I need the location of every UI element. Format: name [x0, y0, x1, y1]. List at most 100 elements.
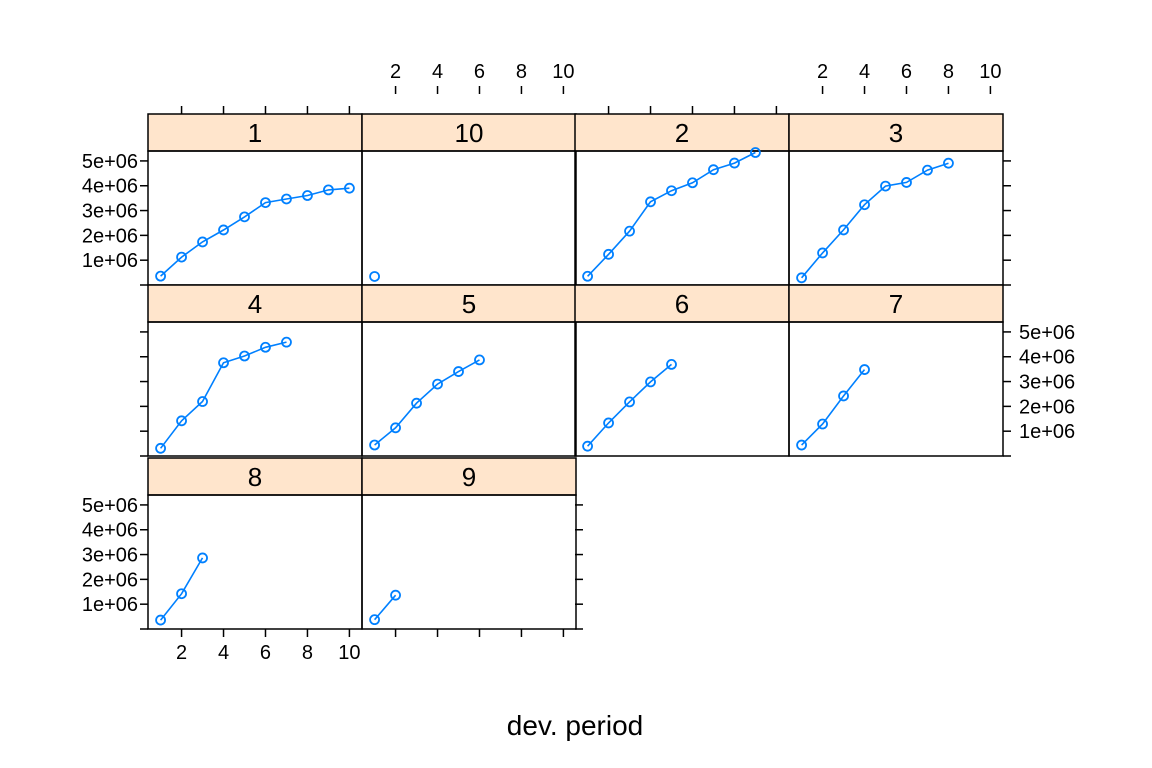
- x-tick-label: 10: [338, 642, 360, 664]
- data-point-4-5: [239, 350, 250, 362]
- y-tick-label: 5e+06: [1019, 322, 1075, 344]
- panel-box-2: [574, 150, 790, 286]
- x-tick-label: 8: [516, 61, 527, 83]
- y-tick-label: 4e+06: [82, 176, 138, 198]
- data-point-6-5: [666, 358, 677, 370]
- x-tick-label: 2: [390, 61, 401, 83]
- data-point-2-4: [645, 196, 656, 208]
- data-point-5-6: [474, 354, 485, 366]
- data-point-5-5: [453, 366, 464, 377]
- x-tick-label: 10: [552, 61, 574, 83]
- x-tick-label: 4: [859, 61, 870, 83]
- panel-6: 6: [574, 284, 790, 457]
- y-tick-label: 5e+06: [82, 151, 138, 173]
- data-point-2-9: [750, 147, 761, 158]
- data-point-3-3: [838, 224, 849, 236]
- panel-1: 1: [147, 113, 363, 286]
- data-point-5-2: [390, 422, 401, 434]
- strip-label-5: 5: [462, 289, 476, 319]
- strip-3: [788, 113, 1004, 152]
- data-point-7-2: [817, 418, 828, 430]
- data-point-8-2: [176, 588, 187, 600]
- data-point-2-2: [603, 248, 614, 260]
- data-point-5-3: [411, 397, 422, 409]
- x-tick-label: 8: [943, 61, 954, 83]
- data-point-3-1: [796, 272, 807, 284]
- x-axis-title: dev. period: [507, 710, 643, 741]
- data-point-1-4: [218, 224, 229, 236]
- x-tick-label: 2: [817, 61, 828, 83]
- data-point-1-3: [197, 236, 208, 248]
- data-point-4-2: [176, 415, 187, 427]
- x-tick-label: 6: [901, 61, 912, 83]
- data-point-7-4: [859, 364, 870, 375]
- strip-4: [147, 284, 363, 323]
- data-point-6-4: [645, 376, 656, 388]
- data-point-5-1: [369, 439, 380, 451]
- y-tick-label: 2e+06: [82, 225, 138, 247]
- strip-label-8: 8: [248, 462, 262, 492]
- data-point-1-1: [155, 270, 166, 282]
- data-point-1-10: [344, 182, 355, 194]
- x-tick-label: 8: [302, 642, 313, 664]
- x-tick-label: 4: [432, 61, 443, 83]
- strip-label-7: 7: [889, 289, 903, 319]
- panel-10: 10: [361, 113, 577, 286]
- panel-8: 8: [147, 457, 363, 630]
- data-point-7-1: [796, 439, 807, 451]
- strip-label-3: 3: [889, 118, 903, 148]
- data-point-1-2: [176, 251, 187, 263]
- panel-4: 4: [147, 284, 363, 457]
- strip-label-9: 9: [462, 462, 476, 492]
- panel-box-1: [147, 150, 363, 286]
- y-tick-label: 3e+06: [1019, 372, 1075, 394]
- panel-3: 3: [788, 113, 1004, 286]
- data-point-3-5: [880, 180, 891, 192]
- y-tick-label: 1e+06: [1019, 421, 1075, 443]
- panel-box-3: [788, 150, 1004, 286]
- data-point-1-8: [302, 190, 313, 201]
- strip-1: [147, 113, 363, 152]
- strip-label-1: 1: [248, 118, 262, 148]
- y-tick-label: 1e+06: [82, 250, 138, 272]
- y-tick-label: 2e+06: [82, 569, 138, 591]
- y-tick-label: 3e+06: [82, 545, 138, 567]
- series-line-7: [801, 369, 866, 446]
- data-point-1-9: [323, 184, 334, 196]
- x-tick-label: 6: [474, 61, 485, 83]
- data-point-9-1: [369, 614, 380, 626]
- series-line-6: [587, 363, 673, 447]
- data-point-2-6: [687, 177, 698, 189]
- data-point-1-5: [239, 211, 250, 223]
- y-tick-label: 2e+06: [1019, 396, 1075, 418]
- data-point-8-3: [197, 552, 208, 564]
- strip-8: [147, 457, 363, 496]
- data-point-1-6: [260, 197, 271, 209]
- data-point-3-4: [859, 199, 870, 211]
- strip-label-2: 2: [675, 118, 689, 148]
- strip-9: [361, 457, 577, 496]
- panel-5: 5: [361, 284, 577, 457]
- panel-2: 2: [574, 113, 790, 286]
- panel-box-6: [574, 321, 790, 457]
- data-point-5-4: [432, 378, 443, 390]
- data-point-2-8: [729, 157, 740, 169]
- data-point-1-7: [281, 193, 292, 205]
- data-point-4-6: [260, 341, 271, 353]
- panel-7: 7: [788, 284, 1004, 457]
- x-tick-label: 4: [218, 642, 229, 664]
- data-point-6-1: [582, 440, 593, 452]
- series-line-8: [159, 557, 204, 621]
- data-point-4-4: [218, 357, 229, 369]
- strip-6: [574, 284, 790, 323]
- data-point-3-7: [922, 164, 933, 176]
- panel-box-9: [361, 494, 577, 630]
- panel-box-5: [361, 321, 577, 457]
- panel-box-4: [147, 321, 363, 457]
- data-point-2-7: [708, 164, 719, 176]
- series-line-3: [800, 162, 949, 279]
- y-tick-label: 3e+06: [82, 201, 138, 223]
- data-point-7-3: [838, 390, 849, 402]
- data-point-6-3: [624, 396, 635, 408]
- data-point-4-3: [197, 396, 208, 407]
